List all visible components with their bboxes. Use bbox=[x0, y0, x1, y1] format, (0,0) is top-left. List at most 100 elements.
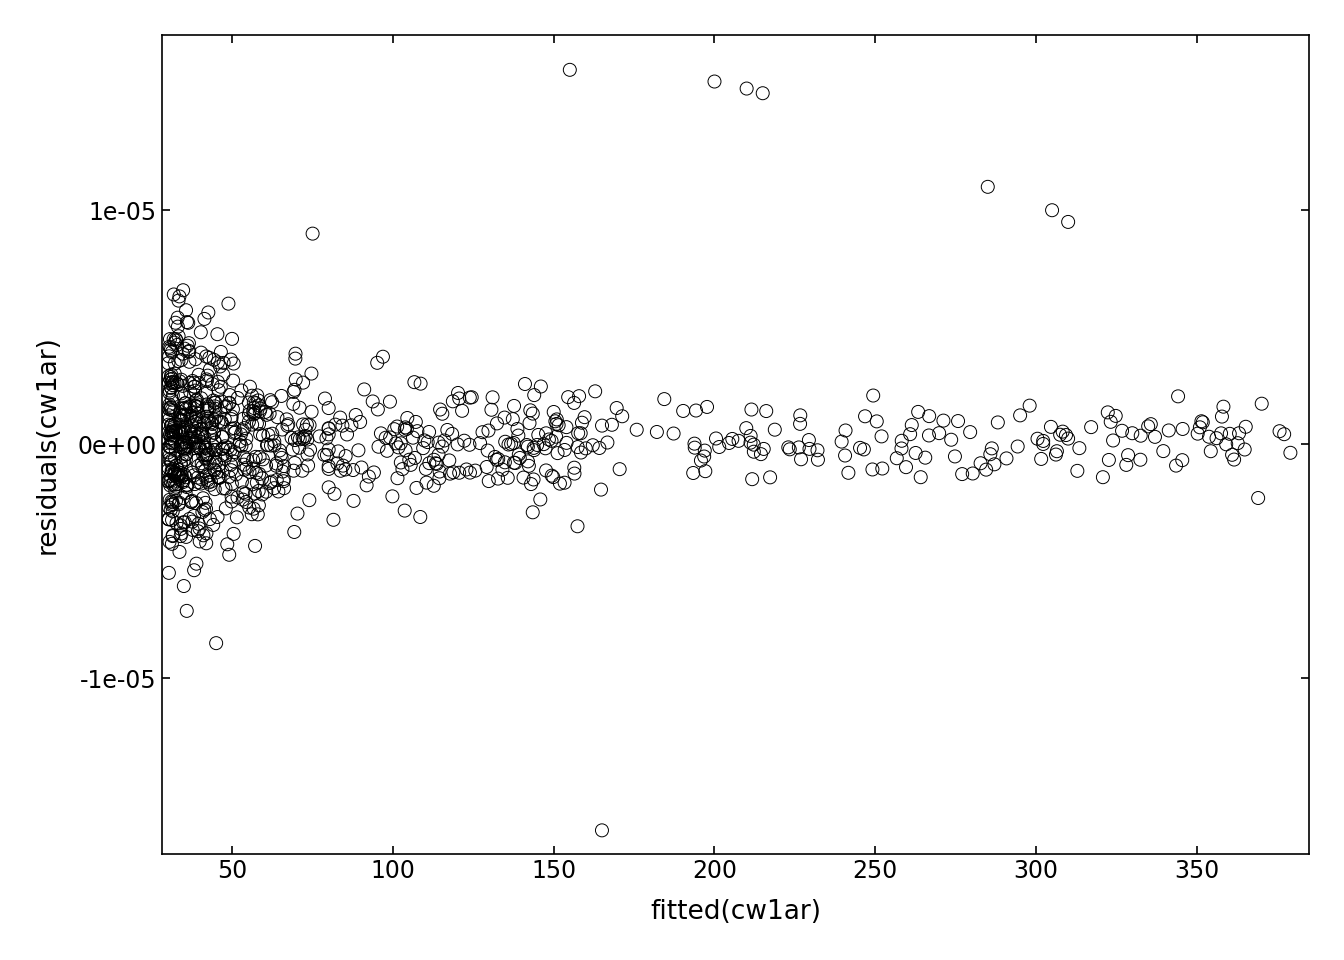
Point bbox=[196, 446, 218, 462]
Point bbox=[297, 432, 319, 447]
Point bbox=[164, 477, 185, 492]
Point bbox=[164, 423, 185, 439]
Point bbox=[159, 512, 180, 527]
Point bbox=[165, 443, 187, 458]
Point bbox=[163, 419, 184, 434]
Point bbox=[390, 455, 411, 470]
Point bbox=[165, 425, 187, 441]
Point bbox=[206, 636, 227, 651]
Point bbox=[286, 506, 308, 521]
Point bbox=[970, 456, 992, 471]
Point bbox=[175, 434, 196, 449]
Point bbox=[185, 410, 207, 425]
Point bbox=[218, 469, 239, 485]
Point bbox=[180, 419, 202, 434]
Point bbox=[176, 477, 198, 492]
Point bbox=[426, 456, 448, 471]
Point bbox=[538, 432, 559, 447]
Point bbox=[243, 407, 265, 422]
Point bbox=[1144, 429, 1165, 444]
Point bbox=[986, 415, 1008, 430]
Point bbox=[288, 430, 309, 445]
Point bbox=[245, 486, 266, 501]
Point bbox=[415, 475, 437, 491]
Point bbox=[263, 434, 285, 449]
Point bbox=[192, 447, 214, 463]
Point bbox=[168, 425, 190, 441]
Point bbox=[1099, 414, 1121, 429]
Point bbox=[192, 426, 214, 442]
Point bbox=[194, 436, 215, 451]
Point bbox=[161, 453, 183, 468]
Point bbox=[722, 431, 743, 446]
Point bbox=[222, 331, 243, 347]
Point bbox=[219, 443, 241, 458]
Point bbox=[179, 344, 200, 359]
Point bbox=[239, 379, 261, 395]
Point bbox=[190, 425, 211, 441]
Point bbox=[1121, 425, 1142, 441]
Point bbox=[396, 410, 418, 425]
Point bbox=[977, 180, 999, 195]
Point bbox=[157, 512, 179, 527]
Point bbox=[163, 287, 184, 302]
Point bbox=[177, 431, 199, 446]
Point bbox=[210, 345, 231, 360]
Point bbox=[196, 468, 218, 484]
Point bbox=[168, 293, 190, 308]
Point bbox=[271, 450, 293, 466]
Point bbox=[249, 497, 270, 513]
Point bbox=[214, 439, 235, 454]
Point bbox=[448, 385, 469, 400]
Point bbox=[212, 355, 234, 371]
Point bbox=[196, 401, 218, 417]
Point bbox=[297, 458, 319, 473]
Point bbox=[181, 493, 203, 509]
Point bbox=[214, 412, 235, 427]
Point bbox=[167, 462, 188, 477]
Point bbox=[405, 415, 426, 430]
Point bbox=[1129, 452, 1150, 468]
Point bbox=[163, 461, 184, 476]
Point bbox=[235, 460, 257, 475]
Point bbox=[159, 472, 180, 488]
Point bbox=[173, 578, 195, 593]
Point bbox=[487, 416, 508, 431]
Point bbox=[323, 512, 344, 527]
Point bbox=[211, 414, 233, 429]
Point bbox=[349, 415, 371, 430]
Point bbox=[263, 481, 285, 496]
Point bbox=[245, 539, 266, 554]
Point bbox=[214, 399, 235, 415]
Point bbox=[742, 471, 763, 487]
Point bbox=[750, 446, 771, 462]
Point bbox=[289, 400, 310, 416]
Point bbox=[188, 458, 210, 473]
Point bbox=[167, 337, 188, 352]
Point bbox=[249, 449, 270, 465]
Point bbox=[171, 468, 192, 484]
Point bbox=[343, 463, 364, 478]
Point bbox=[196, 447, 218, 463]
Point bbox=[503, 435, 524, 450]
Point bbox=[198, 411, 219, 426]
Point bbox=[203, 352, 224, 368]
Point bbox=[1032, 433, 1054, 448]
Point bbox=[175, 400, 196, 416]
Point bbox=[495, 434, 516, 449]
Point bbox=[517, 458, 539, 473]
Point bbox=[328, 444, 349, 459]
Point bbox=[477, 443, 499, 458]
Point bbox=[482, 390, 504, 405]
Point bbox=[172, 282, 194, 298]
Point bbox=[329, 410, 351, 425]
Point bbox=[672, 403, 694, 419]
Point bbox=[179, 354, 200, 370]
Point bbox=[160, 478, 181, 493]
Point bbox=[425, 456, 446, 471]
Point bbox=[194, 311, 215, 326]
Point bbox=[172, 408, 194, 423]
Point bbox=[208, 470, 230, 486]
Point bbox=[866, 414, 887, 429]
Point bbox=[461, 390, 482, 405]
